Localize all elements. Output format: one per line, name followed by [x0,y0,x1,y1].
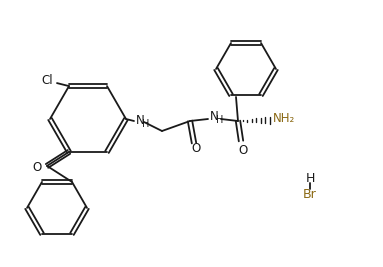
Text: H: H [216,115,223,125]
Text: O: O [33,162,42,174]
Text: O: O [192,143,201,155]
Text: NH₂: NH₂ [273,112,295,125]
Text: O: O [238,143,248,156]
Text: N: N [136,115,145,128]
Text: H: H [142,119,149,129]
Text: N: N [210,111,219,124]
Text: Br: Br [303,189,317,202]
Text: Cl: Cl [41,74,53,87]
Text: H: H [305,172,315,186]
